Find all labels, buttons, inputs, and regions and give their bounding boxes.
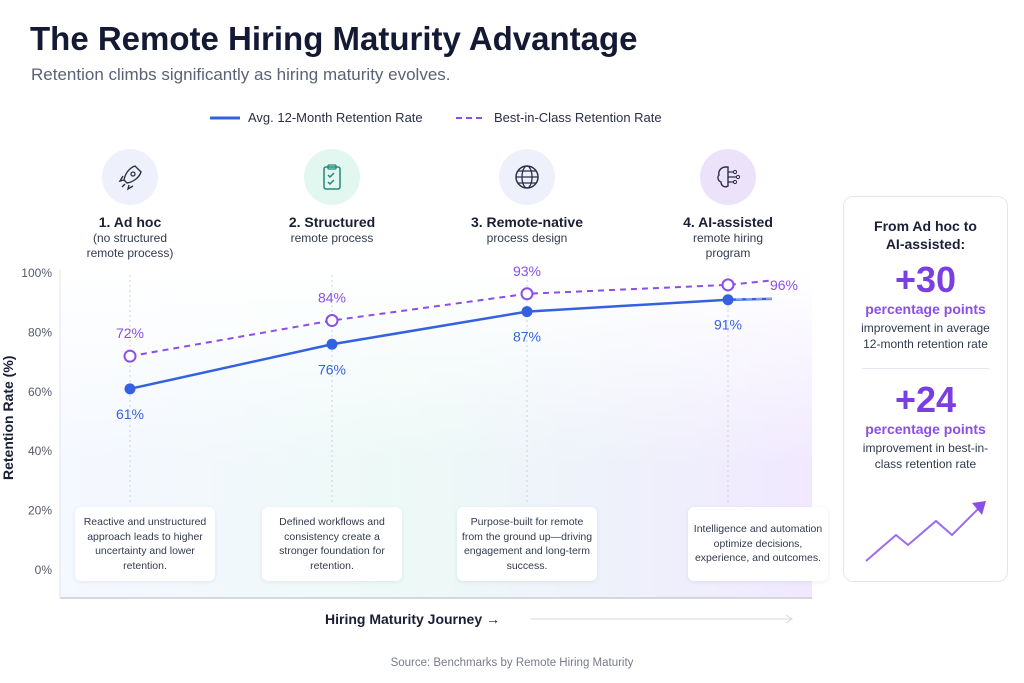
- x-axis-title: Hiring Maturity Journey →: [325, 611, 501, 627]
- stage-subtitle: process design: [486, 231, 568, 245]
- clipboard-check-icon: [323, 164, 341, 190]
- stage-icon-circle: [102, 149, 158, 205]
- best-point: [520, 287, 534, 301]
- avg-data-label: 87%: [513, 329, 541, 345]
- y-tick-label: 0%: [35, 563, 53, 577]
- avg-point: [521, 306, 533, 318]
- stage-subtitle: remote process: [290, 231, 374, 245]
- stat-best-unit: percentage points: [865, 421, 986, 437]
- stage-icon-circle: [304, 149, 360, 205]
- legend-avg: Avg. 12-Month Retention Rate: [210, 110, 423, 125]
- stage-header: 4. AI-assisted remote hiring program: [643, 214, 813, 261]
- subtitle: Retention climbs significantly as hiring…: [31, 65, 451, 84]
- legend-avg-label: Avg. 12-Month Retention Rate: [248, 110, 423, 125]
- stat-avg: +30: [894, 259, 957, 300]
- journey-arrow-head: [785, 614, 793, 624]
- y-tick-label: 40%: [28, 444, 52, 458]
- stage-icon-circle: [499, 149, 555, 205]
- legend-best-label: Best-in-Class Retention Rate: [494, 110, 662, 125]
- stat-avg-unit: percentage points: [865, 301, 986, 317]
- stage-description: Intelligence and automation optimize dec…: [688, 507, 828, 581]
- best-data-label: 84%: [318, 290, 346, 306]
- page-title: The Remote Hiring Maturity Advantage: [30, 20, 638, 57]
- best-point: [123, 349, 137, 363]
- stage-description: Defined workflows and consistency create…: [262, 507, 402, 581]
- rocket-icon: [118, 165, 142, 191]
- stat-best: +24: [894, 379, 957, 420]
- stage-header: 3. Remote-native process design: [442, 214, 612, 246]
- y-tick-label: 20%: [28, 504, 52, 518]
- stage-subtitle: remote hiring program: [692, 231, 764, 260]
- avg-point: [326, 338, 338, 350]
- trend-up-icon: [865, 501, 986, 562]
- stage-name: 3. Remote-native: [470, 214, 584, 230]
- y-tick-label: 100%: [21, 266, 52, 280]
- stage-name: 2. Structured: [288, 214, 376, 230]
- avg-point: [722, 294, 734, 306]
- avg-data-label: 76%: [318, 361, 346, 377]
- stat-best-text: improvement in best-in-class retention r…: [862, 441, 989, 471]
- y-axis-title: Retention Rate (%): [0, 355, 16, 480]
- legend-avg-swatch: [210, 116, 240, 119]
- stage-subtitle: (no structured remote process): [86, 231, 174, 260]
- stage-header: 2. Structured remote process: [247, 214, 417, 246]
- divider: [862, 368, 989, 369]
- best-point: [325, 314, 339, 328]
- ai-brain-icon: [717, 166, 741, 188]
- stage-header: 1. Ad hoc (no structured remote process): [45, 214, 215, 261]
- y-tick-label: 80%: [28, 325, 52, 339]
- best-data-label: 72%: [116, 325, 144, 341]
- avg-point: [124, 383, 136, 395]
- summary-heading: From Ad hoc to AI-assisted:: [874, 218, 977, 252]
- avg-data-label: 91%: [714, 317, 742, 333]
- best-point: [721, 278, 735, 292]
- stage-icon-circle: [700, 149, 756, 205]
- stage-description: Purpose-built for remote from the ground…: [457, 507, 597, 581]
- legend-best-swatch: [456, 116, 486, 119]
- best-data-label: 93%: [513, 263, 541, 279]
- best-data-label: 96%: [770, 277, 798, 293]
- globe-icon: [515, 165, 539, 189]
- stage-description: Reactive and unstructured approach leads…: [75, 507, 215, 581]
- stat-avg-text: improvement in average 12-month retentio…: [861, 321, 990, 351]
- summary-card: From Ad hoc to AI-assisted: +30 percenta…: [843, 196, 1008, 582]
- avg-data-label: 61%: [116, 406, 144, 422]
- legend-best: Best-in-Class Retention Rate: [456, 110, 662, 125]
- source-note: Source: Benchmarks by Remote Hiring Matu…: [390, 657, 634, 669]
- stage-name: 4. AI-assisted: [683, 214, 773, 230]
- stage-name: 1. Ad hoc: [98, 214, 162, 230]
- y-tick-label: 60%: [28, 385, 52, 399]
